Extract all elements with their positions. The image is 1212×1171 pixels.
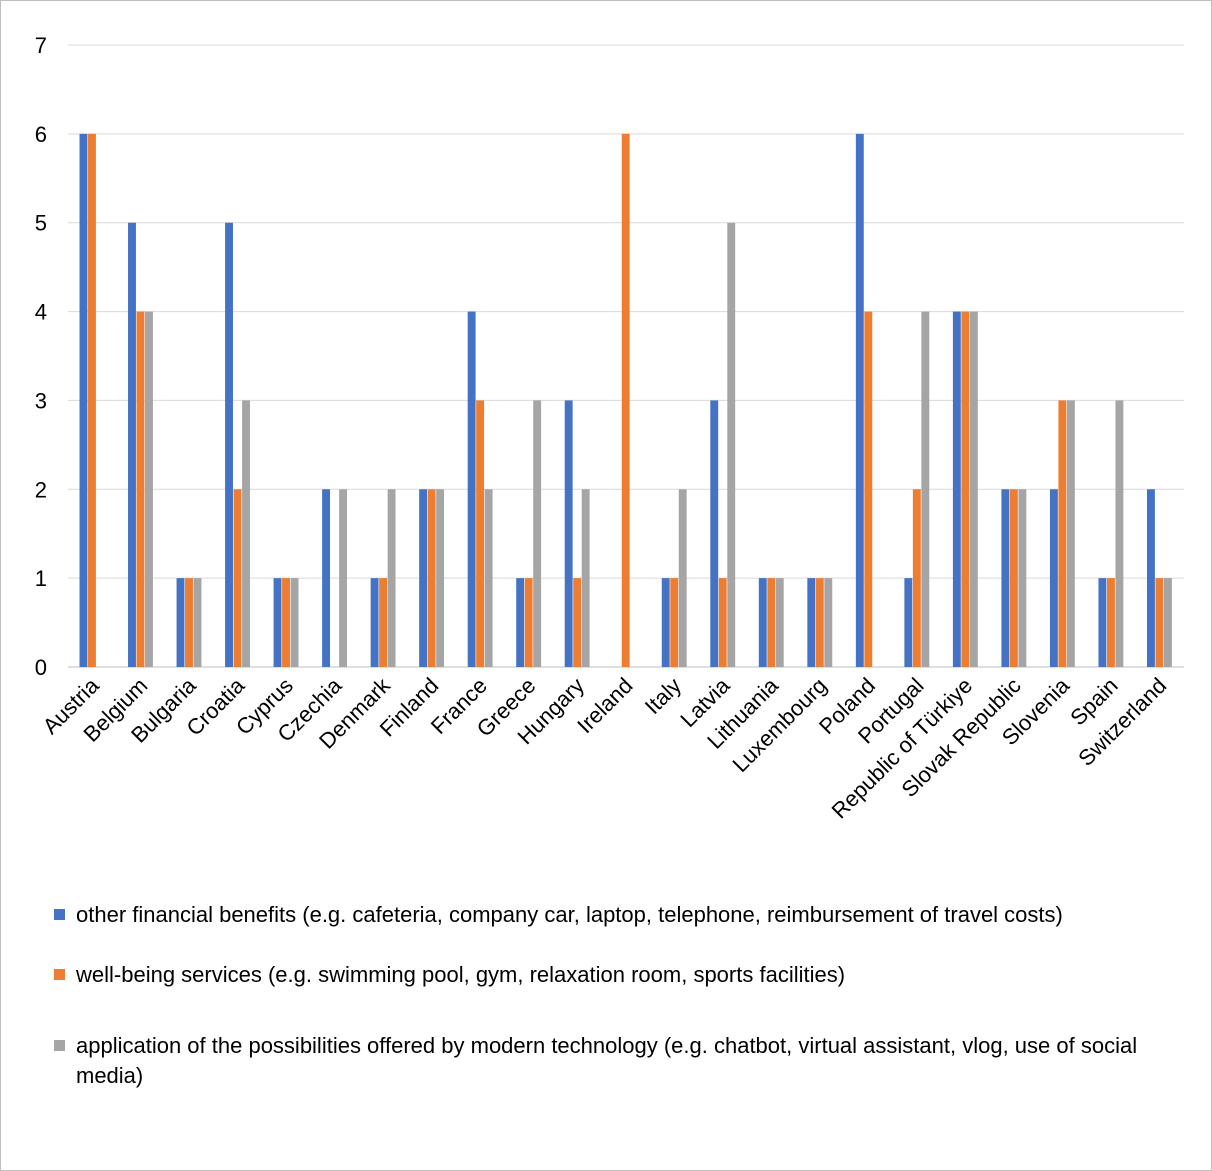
bar-1 [710, 400, 719, 667]
legend-swatch-gray [54, 1040, 65, 1051]
bar-2 [427, 489, 436, 667]
y-tick-label: 7 [35, 33, 47, 58]
bar-3 [727, 222, 736, 667]
legend-label: application of the possibilities offered… [76, 1033, 1138, 1088]
bar-2 [815, 578, 824, 667]
bar-3 [339, 489, 348, 667]
y-tick-label: 5 [35, 211, 47, 236]
bar-1 [1001, 489, 1010, 667]
y-tick-label: 4 [35, 300, 47, 325]
legend-item-series-3: application of the possibilities offered… [54, 1031, 1204, 1091]
bar-1 [1049, 489, 1058, 667]
bar-2 [912, 489, 921, 667]
bar-3 [484, 489, 493, 667]
bar-2 [136, 311, 145, 667]
bar-3 [581, 489, 590, 667]
x-tick-label: Ireland [572, 673, 637, 738]
bar-2 [88, 133, 96, 667]
legend-label: well-being services (e.g. swimming pool,… [76, 962, 846, 987]
bar-3 [193, 578, 202, 667]
bar-1 [128, 222, 136, 667]
bar-1 [1146, 489, 1155, 667]
bar-3 [824, 578, 833, 667]
bar-3 [533, 400, 542, 667]
bar-3 [678, 489, 687, 667]
y-tick-label: 6 [35, 122, 47, 147]
bar-1 [273, 578, 282, 667]
bar-1 [904, 578, 913, 667]
bar-2 [1058, 400, 1067, 667]
bar-3 [242, 400, 250, 667]
bar-1 [370, 578, 379, 667]
bar-2 [524, 578, 533, 667]
bar-1 [322, 489, 331, 667]
bar-3 [1018, 489, 1027, 667]
bar-3 [1163, 578, 1172, 667]
bar-2 [718, 578, 727, 667]
bar-1 [952, 311, 961, 667]
bar-2 [233, 489, 242, 667]
legend-swatch-orange [54, 969, 65, 980]
legend-label: other financial benefits (e.g. cafeteria… [76, 902, 1063, 927]
bar-2 [621, 133, 630, 667]
bar-2 [1106, 578, 1115, 667]
bar-3 [1115, 400, 1124, 667]
y-tick-label: 3 [35, 388, 47, 413]
bar-2 [379, 578, 388, 667]
bar-2 [1009, 489, 1018, 667]
bar-2 [961, 311, 970, 667]
bar-1 [807, 578, 816, 667]
bar-2 [282, 578, 290, 667]
bar-1 [79, 133, 88, 667]
y-tick-label: 0 [35, 655, 47, 680]
bar-1 [564, 400, 573, 667]
y-tick-label: 1 [35, 566, 47, 591]
bar-1 [419, 489, 428, 667]
bar-3 [145, 311, 153, 667]
legend-item-series-1: other financial benefits (e.g. cafeteria… [54, 900, 1204, 930]
bar-3 [387, 489, 396, 667]
bar-2 [185, 578, 193, 667]
bar-chart: 01234567AustriaBelgiumBulgariaCroatiaCyp… [35, 33, 1184, 823]
bar-2 [767, 578, 776, 667]
bar-2 [1155, 578, 1164, 667]
bar-2 [864, 311, 873, 667]
y-tick-label: 2 [35, 477, 47, 502]
bar-3 [1066, 400, 1075, 667]
bar-1 [176, 578, 185, 667]
bar-1 [661, 578, 670, 667]
bar-2 [670, 578, 679, 667]
bar-1 [855, 133, 864, 667]
bar-3 [921, 311, 930, 667]
legend-item-series-2: well-being services (e.g. swimming pool,… [54, 960, 1204, 990]
bar-3 [969, 311, 978, 667]
bar-2 [573, 578, 582, 667]
bar-3 [436, 489, 445, 667]
bar-1 [758, 578, 767, 667]
bar-1 [467, 311, 476, 667]
bar-1 [225, 222, 233, 667]
bar-1 [1098, 578, 1107, 667]
legend-swatch-blue [54, 909, 65, 920]
bar-2 [476, 400, 485, 667]
bar-3 [290, 578, 299, 667]
bar-3 [775, 578, 784, 667]
bar-1 [516, 578, 525, 667]
